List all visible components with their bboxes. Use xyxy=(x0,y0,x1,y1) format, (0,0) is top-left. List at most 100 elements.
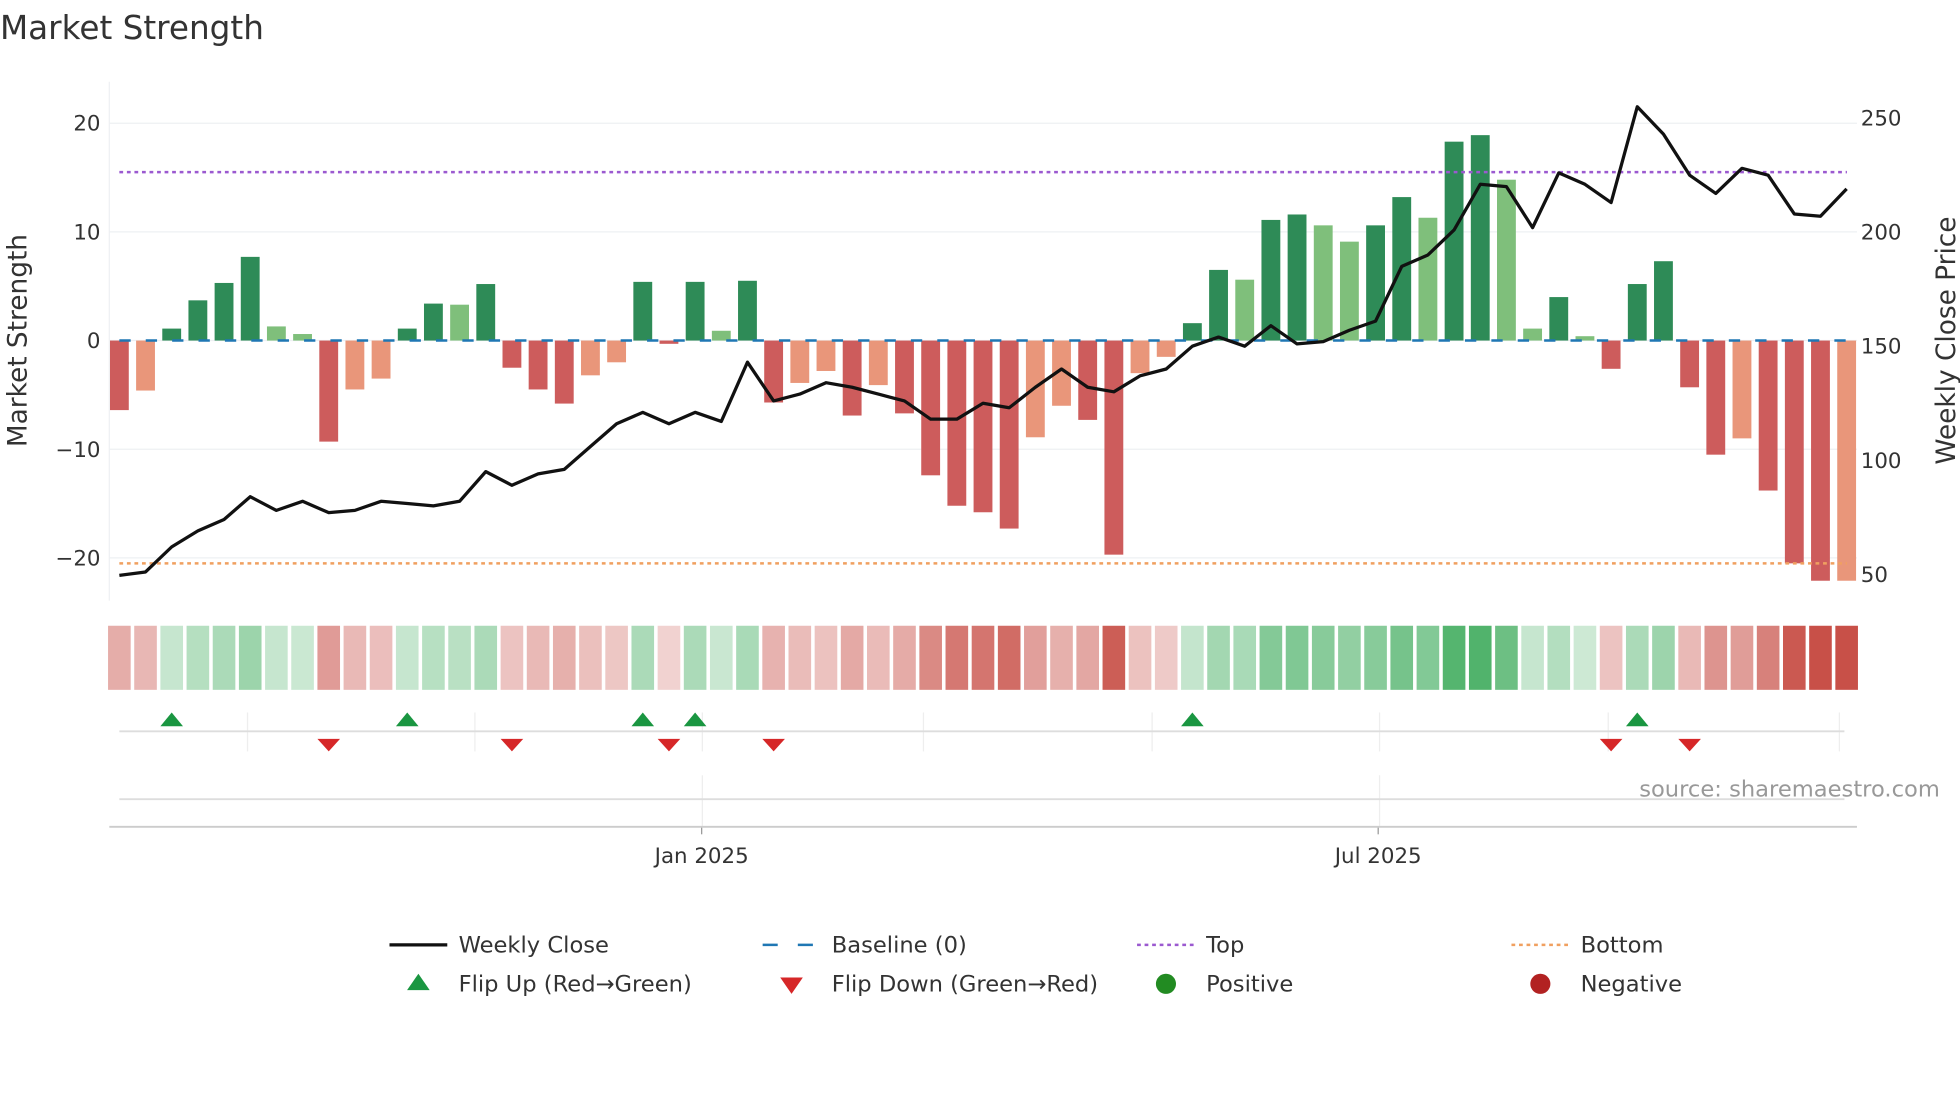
negative-bar xyxy=(790,340,810,383)
negative-bar xyxy=(921,340,941,476)
negative-bar xyxy=(371,340,391,379)
negative-cell xyxy=(552,625,576,690)
positive-bar xyxy=(685,281,705,341)
negative-bar xyxy=(1680,340,1700,388)
negative-cell xyxy=(605,625,628,690)
flip-up-marker xyxy=(683,712,707,727)
negative-cell xyxy=(1050,625,1073,690)
negative-bar xyxy=(973,340,993,513)
legend-item-circle-pos: Positive xyxy=(1155,971,1293,997)
positive-cell xyxy=(1521,625,1544,690)
negative-cell xyxy=(867,625,890,690)
triangle-down-icon xyxy=(780,977,803,994)
positive-bar xyxy=(633,281,653,341)
positive-cell xyxy=(1207,625,1230,690)
positive-cell xyxy=(1338,625,1361,690)
negative-bar xyxy=(528,340,548,390)
negative-cell xyxy=(1835,625,1858,690)
positive-bar xyxy=(423,303,443,341)
positive-bar xyxy=(1313,225,1333,341)
negative-cell xyxy=(762,625,785,690)
positive-bar xyxy=(1444,141,1464,341)
negative-cell xyxy=(1756,625,1780,690)
positive-bar xyxy=(711,330,731,341)
y-tick-label: 10 xyxy=(73,220,100,245)
negative-cell xyxy=(1102,625,1126,690)
negative-bar xyxy=(868,340,888,386)
positive-bar xyxy=(476,284,496,341)
legend-item-tri-up: Flip Up (Red→Green) xyxy=(407,971,692,997)
negative-cell xyxy=(840,625,864,690)
positive-bar xyxy=(214,282,234,341)
negative-cell xyxy=(1599,625,1623,690)
legend-item-tri-down: Flip Down (Green→Red) xyxy=(780,971,1098,997)
positive-cell xyxy=(1390,625,1414,690)
positive-bar xyxy=(738,280,757,341)
negative-cell xyxy=(971,625,995,690)
y-tick-label: −10 xyxy=(55,438,100,463)
positive-cell xyxy=(186,625,210,690)
positive-bar xyxy=(1418,217,1438,341)
positive-cell xyxy=(1364,625,1387,690)
positive-bar xyxy=(1523,328,1543,341)
positive-cell xyxy=(422,625,445,690)
negative-bar xyxy=(1130,340,1150,374)
strength-bars xyxy=(109,135,1857,581)
positive-cell xyxy=(1468,625,1492,690)
flip-up-marker xyxy=(160,712,184,727)
positive-bar xyxy=(1209,269,1228,341)
flip-down-marker xyxy=(317,738,341,752)
negative-cell xyxy=(893,625,916,690)
legend-item-dash: Baseline (0) xyxy=(762,932,967,958)
positive-cell xyxy=(1547,625,1571,690)
positive-bar xyxy=(293,334,312,341)
positive-bar xyxy=(1549,297,1569,341)
positive-bar xyxy=(1339,241,1359,341)
negative-bar xyxy=(1104,340,1124,555)
y2-tick-label: 50 xyxy=(1861,563,1888,588)
flip-down-marker xyxy=(500,738,524,752)
positive-bar xyxy=(188,300,208,341)
positive-cell xyxy=(1442,625,1466,690)
positive-cell xyxy=(1311,625,1335,690)
positive-bar xyxy=(1654,261,1673,341)
negative-cell xyxy=(1704,625,1728,690)
negative-bar xyxy=(816,340,836,371)
positive-cell xyxy=(1573,625,1597,690)
positive-cell xyxy=(1416,625,1440,690)
y-axis-title: Market Strength xyxy=(3,234,33,447)
positive-cell xyxy=(736,625,759,690)
legend-item-dot-bottom: Bottom xyxy=(1511,932,1664,958)
source-label: source: sharemaestro.com xyxy=(1639,777,1940,803)
positive-cell xyxy=(683,625,707,690)
negative-cell xyxy=(1782,625,1806,690)
negative-cell xyxy=(1154,625,1178,690)
negative-bar xyxy=(554,340,574,404)
y2-tick-label: 200 xyxy=(1861,221,1902,246)
flip-markers xyxy=(109,712,1857,828)
circle-icon xyxy=(1155,973,1176,994)
negative-bar xyxy=(1052,340,1071,406)
weekly-close-path xyxy=(119,105,1848,578)
legend-label: Bottom xyxy=(1581,932,1664,958)
y2-tick-label: 150 xyxy=(1861,335,1902,360)
positive-cell xyxy=(1233,625,1257,690)
negative-cell xyxy=(134,625,157,690)
positive-cell xyxy=(395,625,419,690)
negative-bar xyxy=(999,340,1019,529)
positive-bar xyxy=(1182,323,1202,341)
flip-down-marker xyxy=(762,738,785,752)
negative-bar xyxy=(345,340,365,390)
negative-bar xyxy=(659,340,679,344)
positive-cell xyxy=(474,625,498,690)
negative-bar xyxy=(607,340,627,363)
negative-bar xyxy=(1601,340,1621,369)
circle-icon xyxy=(1530,973,1551,994)
positive-cell xyxy=(1625,625,1649,690)
negative-bar xyxy=(1156,340,1176,357)
positive-cell xyxy=(709,625,733,690)
negative-bar xyxy=(764,340,784,403)
positive-bar xyxy=(240,256,260,341)
